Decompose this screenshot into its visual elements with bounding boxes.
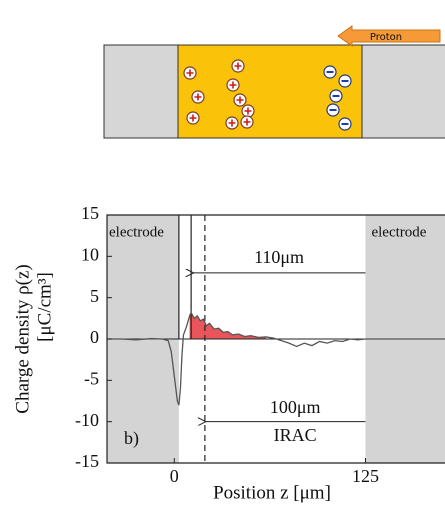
plus-sign [229, 81, 237, 89]
y-tick-label: 10 [81, 244, 99, 264]
plus-sign [189, 114, 197, 122]
y-tick-label: 5 [90, 286, 99, 306]
plus-sign [228, 119, 236, 127]
x-axis-label: Position z [μm] [213, 482, 331, 503]
y-tick-label: 15 [81, 203, 99, 223]
y-tick-label: -15 [75, 451, 99, 471]
y-tick-label: 0 [90, 327, 99, 347]
plus-sign [244, 107, 252, 115]
y-axis-label: Charge density ρ(z) [12, 264, 33, 413]
plus-sign [236, 96, 244, 104]
charge-curve [107, 311, 445, 406]
plus-sign [234, 62, 242, 70]
electrode-right [361, 44, 445, 139]
y-tick-label: -5 [84, 368, 99, 388]
plus-sign [186, 69, 194, 77]
proton-label: Proton [370, 32, 402, 43]
x-tick-label: 125 [352, 466, 379, 486]
x-tick-label: 0 [170, 466, 179, 486]
y-axis-label-unit: [μC/cm³] [34, 272, 55, 342]
annotation-text: IRAC [274, 425, 317, 445]
panel-label: b) [124, 428, 139, 449]
charge-fill [189, 312, 267, 339]
annotation-text: 110μm [254, 247, 304, 267]
electrode-label: electrode [109, 224, 164, 240]
plus-sign [194, 93, 202, 101]
annotation-text: 100μm [270, 397, 321, 417]
holes [183, 59, 255, 130]
electrons [323, 65, 352, 131]
electrode-left [103, 44, 179, 139]
y-tick-label: -10 [75, 410, 99, 430]
diagram: Proton [103, 25, 445, 139]
electrode-label: electrode [371, 224, 426, 240]
plus-sign [243, 118, 251, 126]
proton-arrow [337, 25, 441, 47]
